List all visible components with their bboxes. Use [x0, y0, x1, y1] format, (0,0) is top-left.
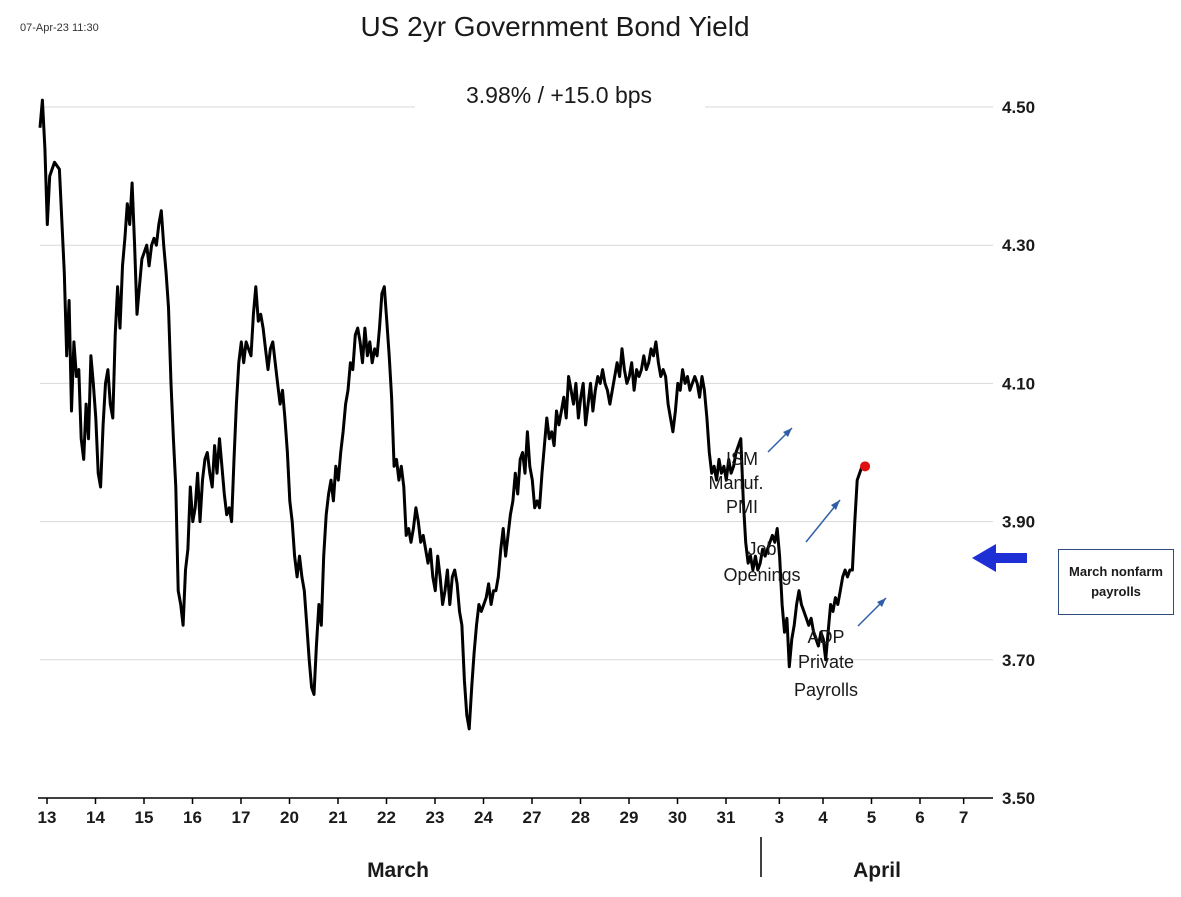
series-line-us-2yr-yield	[38, 98, 864, 731]
chart-subtitle: 3.98% / +15.0 bps	[466, 82, 652, 108]
x-tick-label: 4	[818, 808, 828, 827]
last-value-marker	[860, 461, 871, 472]
big-arrow-shaft	[992, 553, 1027, 563]
x-tick-label: 20	[280, 808, 299, 827]
month-label-march: March	[367, 859, 429, 882]
x-tick-label: 14	[86, 808, 105, 827]
annotation-ism: ISM Manuf. PMI	[708, 427, 793, 517]
y-tick-label: 3.70	[1002, 651, 1035, 670]
y-tick-label: 3.90	[1002, 513, 1035, 532]
x-tick-label: 30	[668, 808, 687, 827]
x-tick-label: 13	[38, 808, 57, 827]
x-tick-label: 15	[135, 808, 154, 827]
x-tick-label: 22	[377, 808, 396, 827]
subtitle-background	[415, 74, 705, 118]
x-tick-label: 31	[717, 808, 736, 827]
x-tick-label: 23	[426, 808, 445, 827]
annotation-jobs-line1: Job	[747, 539, 776, 559]
y-axis-ticks: 4.50 4.30 4.10 3.90 3.70 3.50	[1002, 98, 1035, 808]
x-tick-label: 28	[571, 808, 590, 827]
annotation-jobs-line2: Openings	[723, 565, 800, 585]
callout-box: March nonfarm payrolls	[1058, 549, 1174, 615]
x-tick-label: 7	[959, 808, 968, 827]
annotation-adp-line2: Private	[798, 652, 854, 672]
x-tick-label: 24	[474, 808, 493, 827]
x-tick-label: 3	[775, 808, 784, 827]
annotation-adp-arrowhead	[877, 598, 886, 607]
x-tick-label: 27	[523, 808, 542, 827]
x-axis-ticks: 13 14 15 16 17 20 21 22 23 24 27 28 29 30 31 3 4 5 6 7	[38, 798, 968, 827]
x-tick-label: 6	[915, 808, 924, 827]
y-tick-label: 4.50	[1002, 98, 1035, 117]
callout-text: March nonfarm payrolls	[1069, 564, 1163, 599]
annotation-ism-line3: PMI	[726, 497, 758, 517]
x-tick-label: 16	[183, 808, 202, 827]
annotation-ism-line1: ISM	[726, 449, 758, 469]
chart-title: US 2yr Government Bond Yield	[360, 11, 749, 42]
annotation-ism-arrowhead	[783, 428, 792, 437]
annotation-adp: ADP Private Payrolls	[794, 597, 887, 700]
annotation-ism-line2: Manuf.	[708, 473, 763, 493]
annotation-job-openings: Job Openings	[723, 499, 841, 585]
gridlines	[40, 106, 993, 661]
y-tick-label: 4.10	[1002, 374, 1035, 393]
month-label-april: April	[853, 859, 901, 882]
x-tick-label: 21	[329, 808, 348, 827]
annotation-adp-line3: Payrolls	[794, 680, 858, 700]
annotation-adp-line1: ADP	[807, 627, 844, 647]
x-tick-label: 17	[232, 808, 251, 827]
nonfarm-payrolls-arrow	[972, 544, 1027, 572]
timestamp: 07-Apr-23 11:30	[20, 22, 99, 34]
big-arrow-head	[972, 544, 996, 572]
y-tick-label: 3.50	[1002, 789, 1035, 808]
y-tick-label: 4.30	[1002, 236, 1035, 255]
x-tick-label: 5	[867, 808, 876, 827]
x-tick-label: 29	[620, 808, 639, 827]
annotation-jobs-arrowhead	[831, 500, 840, 510]
